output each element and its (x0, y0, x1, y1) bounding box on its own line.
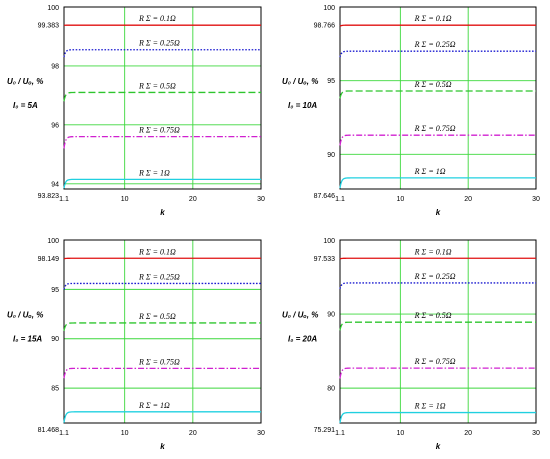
y-tick-label: 98 (51, 63, 59, 70)
y-tick-label: 85 (51, 386, 59, 393)
x-tick-label: 1.1 (335, 196, 345, 203)
plot-frame (63, 6, 262, 190)
series-line-1 (339, 257, 536, 260)
x-tick-label: 1.1 (335, 430, 345, 437)
series-label-4: R Σ = 0.75Ω (138, 357, 180, 366)
x-tick-label: 10 (396, 196, 404, 203)
chart-panel-2: 87.646 90 95 98.766 100 1.1 10 20 30 k U₀ / Uₒ, % I… (282, 5, 540, 217)
series-line-1 (339, 24, 536, 27)
series-label-1: R Σ = 0.1Ω (138, 247, 176, 256)
series-line-3 (63, 91, 261, 102)
y-tick-label: 98.766 (314, 23, 336, 30)
series-label-3: R Σ = 0.5Ω (138, 81, 176, 90)
current-label: I₀ = 5A (13, 101, 38, 110)
series-label-3: R Σ = 0.5Ω (138, 312, 176, 321)
plot-frame (339, 239, 537, 424)
y-tick-label: 100 (47, 238, 59, 245)
chart-panel-3: 81.468 85 90 95 98.149 100 1.1 10 20 30 k U₀ / Uₒ, … (7, 238, 265, 451)
series-label-1: R Σ = 0.1Ω (138, 14, 176, 23)
x-tick-label: 30 (532, 196, 540, 203)
series-label-5: R Σ = 1Ω (138, 401, 170, 410)
x-axis-label: k (160, 208, 165, 217)
y-tick-label: 90 (327, 312, 335, 319)
y-tick-label: 90 (327, 152, 335, 159)
x-tick-label: 1.1 (59, 430, 69, 437)
x-tick-label: 30 (257, 430, 265, 437)
series-line-5 (63, 411, 261, 423)
series-label-2: R Σ = 0.25Ω (138, 39, 180, 48)
series-line-3 (339, 321, 536, 331)
series-label-5: R Σ = 1Ω (414, 402, 446, 411)
series-label-3: R Σ = 0.5Ω (414, 311, 452, 320)
series-line-3 (339, 90, 536, 99)
series-label-4: R Σ = 0.75Ω (414, 357, 456, 366)
current-label: I₀ = 10A (288, 101, 317, 110)
series-label-4: R Σ = 0.75Ω (138, 126, 180, 135)
series-label-2: R Σ = 0.25Ω (414, 40, 456, 49)
series-line-2 (63, 49, 261, 58)
y-axis-label: U₀ / Uₒ, % (282, 311, 318, 320)
y-tick-label: 94 (51, 181, 59, 188)
series-label-2: R Σ = 0.25Ω (414, 272, 456, 281)
current-label: I₀ = 20A (288, 335, 317, 344)
chart-panel-1: 93.823 94 96 98 99.383 100 1.1 10 20 30 k U₀ / Uₒ, … (7, 5, 265, 217)
series-line-4 (63, 135, 261, 149)
y-tick-label: 87.646 (314, 193, 336, 200)
x-tick-label: 10 (396, 430, 404, 437)
x-axis-label: k (436, 442, 441, 451)
y-tick-label: 97.533 (314, 256, 336, 263)
plot-frame (63, 239, 262, 424)
series-label-4: R Σ = 0.75Ω (414, 124, 456, 133)
y-tick-label: 100 (47, 5, 59, 12)
y-axis-label: U₀ / Uₒ, % (7, 77, 43, 86)
series-line-5 (339, 177, 536, 189)
y-tick-label: 93.823 (38, 193, 60, 200)
series-label-2: R Σ = 0.25Ω (138, 272, 180, 281)
y-tick-label: 75.291 (314, 427, 336, 434)
y-tick-label: 100 (323, 238, 335, 245)
y-tick-label: 99.383 (38, 23, 60, 30)
x-tick-label: 20 (189, 430, 197, 437)
series-line-3 (63, 322, 261, 331)
chart-panel-4: 75.291 80 90 97.533 100 1.1 10 20 30 k U₀ / Uₒ, % I… (282, 238, 540, 451)
y-tick-label: 95 (327, 78, 335, 85)
series-line-4 (63, 367, 261, 379)
series-line-5 (63, 178, 261, 189)
series-line-4 (339, 367, 536, 379)
x-axis-label: k (160, 442, 165, 451)
series-label-5: R Σ = 1Ω (138, 168, 170, 177)
y-tick-label: 96 (51, 122, 59, 129)
series-line-2 (339, 50, 536, 58)
series-label-3: R Σ = 0.5Ω (414, 80, 452, 89)
y-tick-label: 80 (327, 386, 335, 393)
x-tick-label: 10 (121, 196, 129, 203)
x-tick-label: 1.1 (59, 196, 69, 203)
series-label-5: R Σ = 1Ω (414, 167, 446, 176)
x-tick-label: 20 (189, 196, 197, 203)
x-tick-label: 30 (532, 430, 540, 437)
y-tick-label: 81.468 (38, 427, 60, 434)
current-label: I₀ = 15A (13, 335, 42, 344)
y-tick-label: 95 (51, 287, 59, 294)
x-tick-label: 20 (464, 196, 472, 203)
series-label-1: R Σ = 0.1Ω (414, 14, 452, 23)
series-line-2 (63, 282, 261, 290)
y-tick-label: 100 (323, 5, 335, 12)
x-tick-label: 30 (257, 196, 265, 203)
series-label-1: R Σ = 0.1Ω (414, 247, 452, 256)
y-tick-label: 90 (51, 336, 59, 343)
x-tick-label: 20 (464, 430, 472, 437)
y-axis-label: U₀ / Uₒ, % (282, 77, 318, 86)
y-tick-label: 98.149 (38, 256, 60, 263)
y-axis-label: U₀ / Uₒ, % (7, 311, 43, 320)
x-axis-label: k (436, 208, 441, 217)
series-line-4 (339, 134, 536, 146)
series-line-5 (339, 411, 536, 424)
series-line-2 (339, 282, 536, 290)
plot-frame (339, 6, 537, 190)
x-tick-label: 10 (121, 430, 129, 437)
